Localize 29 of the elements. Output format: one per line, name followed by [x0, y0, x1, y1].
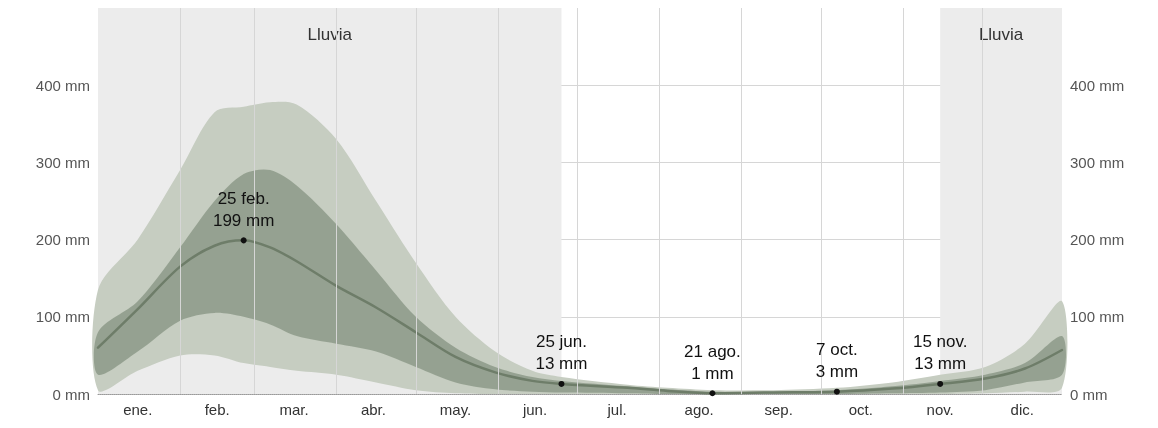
x-tick-label: feb.	[204, 401, 230, 418]
x-tick-label: mar.	[279, 401, 309, 418]
y-tick-label: 300 mm	[35, 153, 90, 171]
annotation: 7 oct. 3 mm	[815, 340, 859, 382]
x-tick-label: abr.	[360, 401, 386, 418]
x-tick-label: oct.	[848, 401, 873, 418]
y-tick-label: 0 mm	[52, 385, 90, 403]
x-tick-label: ene.	[123, 401, 153, 418]
y2-tick-label: 300 mm	[1070, 153, 1125, 171]
annotation: 21 ago. 1 mm	[684, 341, 741, 383]
x-tick-label: dic.	[1010, 401, 1034, 418]
y2-tick-label: 400 mm	[1070, 76, 1125, 94]
x-tick-label: may.	[439, 401, 472, 418]
y2-tick-label: 100 mm	[1070, 308, 1125, 326]
x-tick-label: jun.	[521, 401, 548, 418]
band-label: Lluvia	[307, 25, 353, 44]
band-label: Lluvia	[978, 25, 1024, 44]
y2-tick-label: 0 mm	[1070, 385, 1108, 403]
x-tick-label: sep.	[764, 401, 793, 418]
y-tick-label: 100 mm	[35, 308, 90, 326]
y2-tick-label: 200 mm	[1070, 231, 1125, 249]
y-tick-label: 200 mm	[35, 231, 90, 249]
y-tick-label: 400 mm	[35, 76, 90, 94]
annotation: 15 nov. 13 mm	[912, 332, 968, 374]
annotation: 25 jun. 13 mm	[535, 332, 588, 374]
x-tick-label: jul.	[606, 401, 627, 418]
x-tick-label: ago.	[684, 401, 714, 418]
annotation: 25 feb. 199 mm	[212, 188, 275, 230]
x-tick-label: nov.	[926, 401, 954, 418]
